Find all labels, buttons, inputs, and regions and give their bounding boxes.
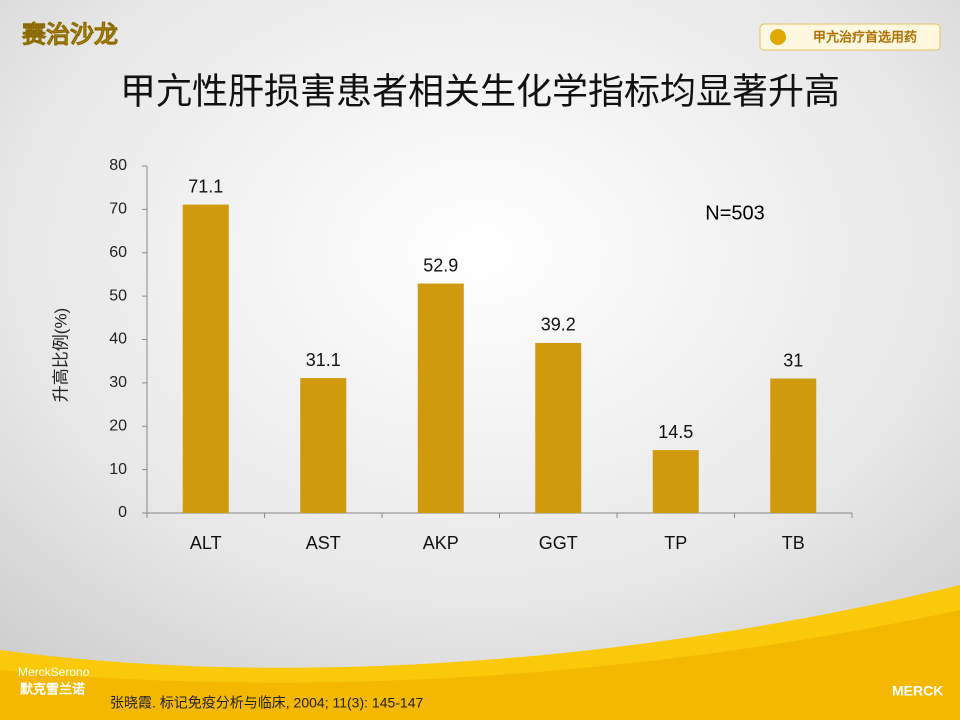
company-en: MerckSerono — [18, 665, 90, 679]
plot: 0 10 20 30 40 50 60 70 80 ALT 71.1 AST 31.1 AKP 52.9 GG… — [109, 157, 853, 553]
y-tick-label: 80 — [109, 157, 127, 174]
x-tick-label: ALT — [190, 533, 222, 553]
annotation: N=503 — [705, 202, 765, 224]
x-tick-label: AKP — [423, 533, 459, 553]
y-tick-label: 70 — [109, 201, 127, 218]
x-tick-label: TB — [782, 533, 805, 553]
bar — [417, 283, 464, 513]
y-tick-label: 60 — [109, 244, 127, 261]
bottom-swoosh-dark — [0, 610, 960, 720]
y-tick-label: 0 — [118, 504, 127, 521]
merck-logo: MERCK — [892, 683, 943, 699]
x-tick-label: TP — [664, 533, 687, 553]
y-axis-label: 升高比例(%) — [51, 308, 70, 402]
brand: 赛治沙龙 — [21, 20, 118, 48]
bar — [770, 378, 817, 513]
value-label: 31 — [783, 350, 803, 370]
bar — [300, 378, 347, 513]
logo-icon — [770, 29, 786, 45]
chart-title: 甲亢性肝损害患者相关生化学指标均显著升高 — [120, 71, 840, 112]
y-tick-label: 50 — [109, 287, 127, 304]
value-label: 31.1 — [306, 350, 341, 370]
logo-text: 甲亢治疗首选用药 — [813, 29, 917, 44]
value-label: 39.2 — [541, 315, 576, 335]
company-cn: 默克雪兰诺 — [20, 681, 85, 696]
value-label: 14.5 — [658, 422, 693, 442]
value-label: 71.1 — [188, 176, 223, 196]
value-label: 52.9 — [423, 255, 458, 275]
y-tick-label: 10 — [109, 461, 127, 478]
y-tick-label: 20 — [109, 417, 127, 434]
x-tick-label: AST — [306, 533, 341, 553]
y-tick-label: 30 — [109, 374, 127, 391]
bar — [535, 342, 582, 513]
y-tick-label: 40 — [109, 331, 127, 348]
logo-box — [759, 23, 941, 51]
bar — [652, 450, 699, 513]
x-tick-label: GGT — [539, 533, 578, 553]
citation: 张晓霞. 标记免疫分析与临床, 2004; 11(3): 145-147 — [110, 695, 423, 711]
bar — [182, 204, 229, 513]
